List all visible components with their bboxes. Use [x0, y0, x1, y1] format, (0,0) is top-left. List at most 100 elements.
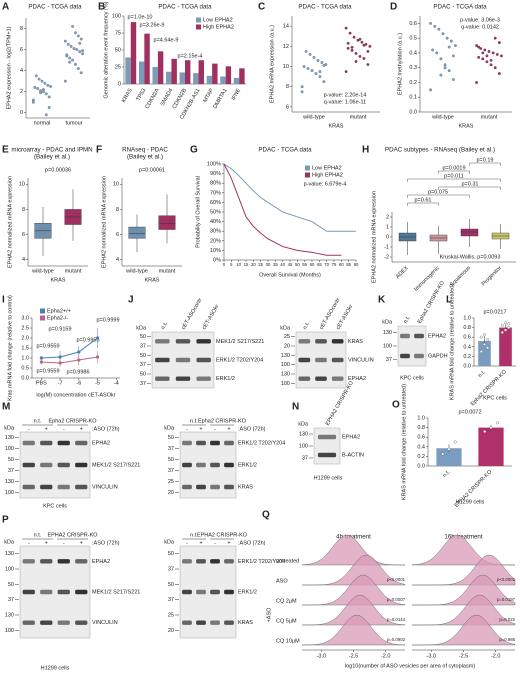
point	[429, 88, 432, 92]
band	[75, 484, 88, 490]
point	[44, 92, 48, 96]
band	[196, 559, 206, 564]
point	[495, 53, 499, 56]
y-axis-label: EPHA2 normalized mRNA expression	[371, 191, 377, 283]
row-label: KRAS	[238, 620, 253, 626]
chart-title: (Bailey et al.)	[127, 154, 163, 161]
band	[224, 589, 234, 595]
band	[210, 484, 220, 490]
legend-swatch	[305, 172, 310, 178]
annotation: p=0.9559	[36, 343, 59, 349]
x-tick-label: n.t.	[442, 469, 452, 479]
legend-swatch	[40, 315, 45, 321]
marker-label: 37	[168, 446, 174, 452]
point	[72, 47, 76, 50]
band	[182, 589, 192, 595]
band	[75, 462, 88, 468]
band	[224, 462, 234, 468]
bar	[185, 60, 191, 84]
point	[368, 44, 372, 48]
bar	[499, 327, 512, 366]
band	[57, 440, 70, 446]
point	[47, 95, 51, 99]
point	[493, 66, 497, 70]
marker-label: 37	[140, 381, 146, 387]
lane-label: +	[199, 540, 202, 546]
panel-letter: N	[292, 402, 299, 413]
bracket	[469, 162, 501, 166]
row-label: ERK1/2	[238, 589, 257, 595]
point	[447, 447, 451, 451]
marker-unit: kDa	[4, 539, 15, 545]
marker-label: 20	[284, 343, 290, 349]
x-tick-label: -2.0	[491, 653, 500, 659]
annotation: p=4.64e-9	[154, 37, 179, 43]
y-tick-label: 0.0	[409, 109, 417, 115]
point	[37, 77, 41, 81]
series-line	[41, 337, 98, 359]
x-tick-label: -7	[58, 380, 63, 386]
annotation: p=0.9999	[96, 317, 119, 323]
y-tick-label: 60%	[210, 200, 221, 206]
point	[312, 56, 316, 59]
marker-unit: kDa	[280, 325, 291, 331]
group-label: EPHA2 CRISPR-KO	[197, 532, 248, 538]
y-tick-label: 0.2	[463, 354, 471, 360]
point	[39, 360, 43, 364]
point	[489, 63, 493, 67]
lane-label: -	[186, 540, 188, 546]
x-tick-label: normal	[34, 120, 51, 126]
band	[298, 357, 311, 363]
point	[495, 421, 499, 425]
point	[483, 342, 486, 346]
point	[66, 42, 70, 46]
blot-caption: H1299 cells	[41, 665, 70, 671]
band	[196, 462, 206, 468]
band	[196, 357, 211, 363]
marker-label: 50	[8, 582, 14, 588]
point	[500, 330, 504, 334]
point	[481, 57, 485, 61]
band	[298, 376, 311, 381]
y-tick-label: 10	[19, 182, 25, 188]
x-tick-label: 85	[346, 262, 351, 267]
x-tick-label: Epha2 CRISPR-KO	[470, 369, 509, 408]
band	[182, 559, 192, 564]
marker-label: 50	[140, 371, 146, 377]
row-label: ERK1/2 T202/Y204	[216, 357, 263, 363]
point	[449, 39, 453, 43]
marker-label: 25	[284, 334, 290, 340]
point	[320, 61, 324, 64]
y-tick-label: 50	[115, 47, 121, 53]
x-axis-label: H1299 cells	[456, 499, 485, 505]
bracket	[407, 202, 439, 206]
x-tick-label: mutant	[481, 114, 498, 120]
blot-header: :ASO (72h)	[238, 540, 266, 546]
annotation: p=0.0217	[483, 309, 506, 315]
point	[447, 45, 451, 49]
y-tick-label: 80%	[210, 181, 221, 187]
point	[486, 338, 490, 342]
panel-letter: B	[98, 2, 105, 13]
point	[63, 79, 67, 83]
marker-label: 100	[5, 566, 14, 572]
lane-label: -	[28, 426, 30, 432]
band	[57, 559, 70, 564]
point	[453, 440, 457, 444]
marker-unit: kDa	[136, 325, 147, 331]
point	[69, 45, 73, 48]
annotation: p=3.26e-9	[140, 22, 165, 28]
point	[316, 59, 320, 62]
marker-unit: kDa	[164, 539, 175, 545]
row-label: CQ 2µM	[276, 598, 297, 604]
chart-title: RNAseq - PDAC	[122, 147, 168, 154]
band	[22, 589, 35, 595]
marker-label: 100	[299, 443, 308, 449]
bar	[225, 66, 232, 84]
y-tick-label: 8	[116, 207, 119, 213]
bar	[171, 58, 177, 84]
y-tick-label: 4	[22, 257, 25, 263]
point	[354, 51, 358, 55]
marker-label: 130	[383, 330, 392, 336]
point	[483, 48, 487, 52]
